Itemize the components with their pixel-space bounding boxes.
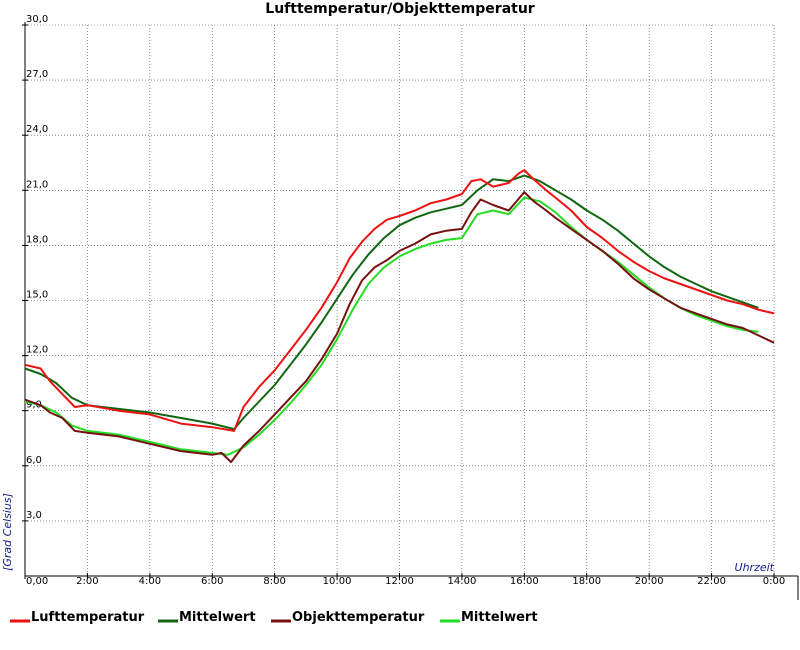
x-tick-label: 16:00 xyxy=(510,576,539,587)
y-tick-labels: 3,0 6,0 9,0 12,0 15,0 18,0 21,0 24,0 27,0 30,0 xyxy=(26,14,48,521)
y-axis-label: [Grad Celsius] xyxy=(1,493,14,571)
grid-lines xyxy=(25,24,775,576)
y-tick-label: 21,0 xyxy=(26,179,48,190)
x-tick-label: 20:00 xyxy=(635,576,664,587)
y-tick-label: 12,0 xyxy=(26,345,48,356)
x-tick-label: 14:00 xyxy=(448,576,477,587)
x-tick-label: 22:00 xyxy=(697,576,726,587)
x-tick-label: 0,00 xyxy=(26,576,48,587)
y-tick-label: 18,0 xyxy=(26,234,48,245)
x-tick-label: 10:00 xyxy=(323,576,352,587)
x-tick-label: 18:00 xyxy=(572,576,601,587)
series-line-3 xyxy=(24,191,775,464)
x-tick-label: 4:00 xyxy=(139,576,161,587)
legend-label-2: Mittelwert xyxy=(179,610,256,625)
chart-title: Lufttemperatur/Objekttemperatur xyxy=(265,1,535,17)
y-tick-label: 30,0 xyxy=(26,14,48,25)
series-line-2 xyxy=(24,174,759,431)
x-tick-labels: 0,00 2:00 4:00 6:00 8:00 10:00 12:00 14:00 16:00… xyxy=(26,576,785,587)
y-tick-label: 24,0 xyxy=(26,124,48,135)
x-axis-label: Uhrzeit xyxy=(735,561,775,574)
legend: Lufttemperatur Mittelwert Objekttemperatur… xyxy=(10,610,538,625)
legend-label-1: Lufttemperatur xyxy=(31,610,145,625)
x-tick-label: 12:00 xyxy=(385,576,414,587)
y-tick-label: 6,0 xyxy=(26,455,42,466)
series-line-1 xyxy=(24,169,775,432)
series-line-4 xyxy=(24,196,759,456)
y-tick-label: 27,0 xyxy=(26,69,48,80)
y-tick-label: 3,0 xyxy=(26,510,42,521)
x-tick-label: 8:00 xyxy=(263,576,285,587)
x-tick-label: 2:00 xyxy=(76,576,98,587)
axes xyxy=(22,22,799,600)
legend-label-3: Objekttemperatur xyxy=(292,610,425,625)
x-tick-label: 6:00 xyxy=(201,576,223,587)
series-lines xyxy=(24,169,775,464)
x-tick-label: 0:00 xyxy=(763,576,785,587)
y-tick-label: 9,0 xyxy=(26,400,42,411)
legend-label-4: Mittelwert xyxy=(461,610,538,625)
y-tick-label: 15,0 xyxy=(26,290,48,301)
